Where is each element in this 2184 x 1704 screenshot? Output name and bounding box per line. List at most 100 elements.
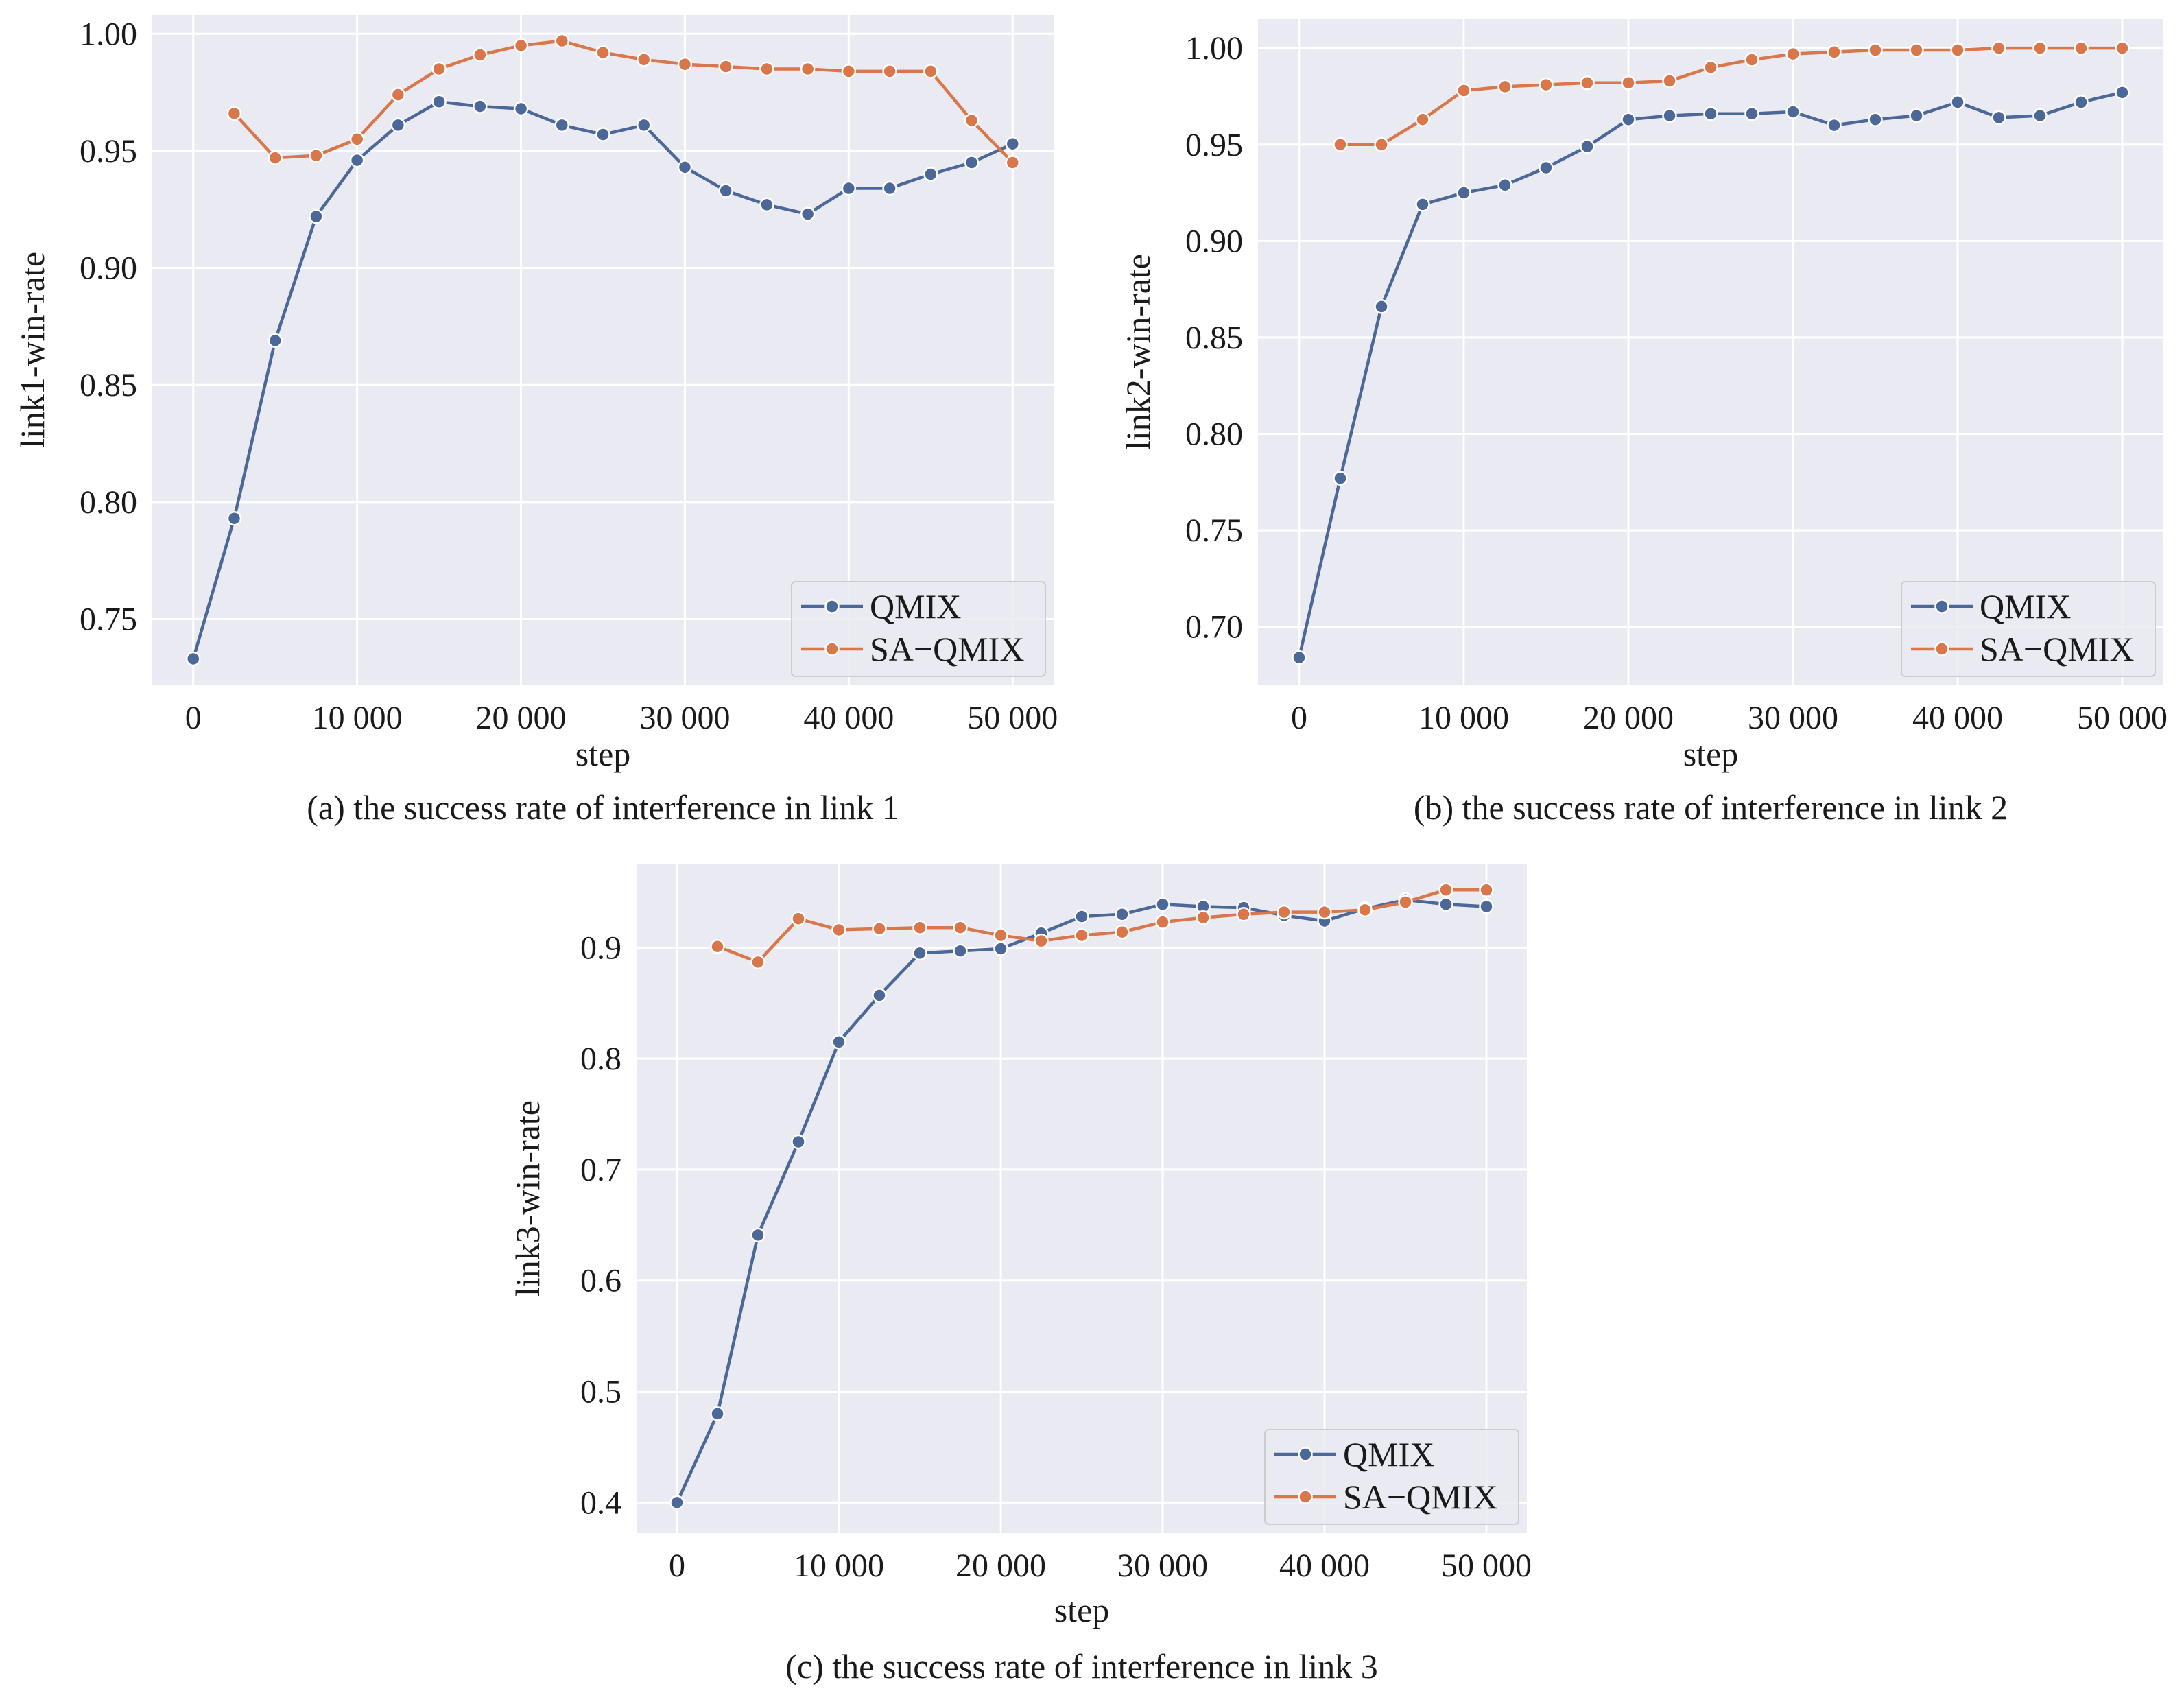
data-point [1456, 185, 1471, 200]
legend-swatch-marker [1298, 1489, 1313, 1504]
legend-label: SA−QMIX [870, 630, 1024, 668]
data-point [993, 927, 1008, 943]
plot-area [152, 15, 1054, 685]
data-point [636, 52, 652, 67]
plot-area [1258, 19, 2163, 685]
data-point [1115, 907, 1130, 922]
data-point [1744, 106, 1759, 121]
data-point [872, 921, 887, 936]
data-point [595, 45, 610, 60]
data-point [710, 938, 725, 954]
data-point [1236, 907, 1251, 922]
x-tick-label: 30 000 [1117, 1548, 1208, 1584]
series-sa-qmix [226, 33, 1021, 170]
y-tick-label: 0.80 [1185, 416, 1243, 452]
data-point [791, 911, 806, 927]
y-tick-label: 0.6 [580, 1263, 621, 1299]
data-point [1785, 46, 1801, 62]
data-point [226, 510, 242, 526]
y-tick-label: 0.95 [1185, 127, 1243, 163]
data-point [1155, 914, 1170, 930]
data-point [1539, 160, 1554, 176]
data-point [1991, 110, 2006, 126]
x-tick-label: 10 000 [312, 700, 403, 736]
data-point [882, 64, 897, 79]
data-point [1662, 108, 1677, 123]
data-point [759, 197, 774, 213]
data-point [2074, 95, 2089, 110]
data-point [554, 33, 570, 49]
x-tick-label: 0 [185, 700, 202, 736]
data-point [669, 1495, 685, 1511]
data-point [1580, 139, 1595, 154]
plot-area [637, 864, 1527, 1533]
x-axis-label: step [1054, 1591, 1110, 1629]
data-point [1438, 882, 1453, 897]
panel-caption: (c) the success rate of interference in … [785, 1647, 1377, 1685]
data-point [1827, 117, 1842, 133]
data-point [1277, 904, 1292, 920]
x-tick-label: 20 000 [476, 700, 567, 736]
x-tick-label: 10 000 [794, 1548, 884, 1584]
data-point [1196, 910, 1211, 925]
y-tick-label: 0.85 [1185, 320, 1243, 356]
data-point [1005, 136, 1021, 152]
legend: QMIX SA−QMIX [1264, 1429, 1519, 1525]
data-point [1703, 60, 1718, 75]
data-point [750, 1227, 765, 1243]
y-tick-label: 0.75 [80, 601, 137, 637]
series-qmix [185, 94, 1021, 667]
data-point [831, 1034, 846, 1050]
data-point [2032, 40, 2048, 56]
data-point [309, 209, 324, 224]
data-point [993, 941, 1008, 956]
y-tick-label: 0.70 [1185, 609, 1243, 646]
data-point [718, 59, 733, 74]
data-point [473, 99, 488, 114]
data-point [268, 150, 283, 165]
data-point [2115, 85, 2130, 100]
data-point [841, 64, 857, 79]
data-point [1155, 897, 1170, 912]
legend-swatch-marker [1934, 641, 1949, 656]
data-point [1456, 83, 1471, 98]
data-point [1909, 108, 1924, 123]
y-tick-label: 0.7 [580, 1152, 621, 1188]
data-point [2074, 40, 2089, 56]
data-point [1621, 112, 1636, 127]
x-tick-label: 40 000 [1279, 1548, 1370, 1584]
y-tick-label: 0.9 [580, 930, 621, 966]
y-tick-label: 0.90 [80, 250, 137, 287]
panel-caption: (b) the success rate of interference in … [1414, 788, 2008, 827]
data-point [1662, 73, 1677, 88]
data-point [953, 920, 968, 935]
data-point [1005, 155, 1021, 170]
data-point [268, 333, 283, 348]
data-point [872, 988, 887, 1003]
data-point [1703, 106, 1718, 121]
legend-swatch-marker [1934, 599, 1949, 614]
y-axis-label: link1-win-rate [13, 252, 51, 448]
data-point [1333, 137, 1348, 152]
data-point [1621, 75, 1636, 91]
data-point [1580, 75, 1595, 91]
data-point [1317, 904, 1332, 920]
data-point [349, 132, 365, 147]
data-point [1415, 112, 1430, 127]
data-point [431, 61, 447, 77]
data-point [791, 1134, 806, 1150]
data-point [1868, 112, 1883, 127]
legend-swatch-marker [1298, 1447, 1313, 1462]
y-tick-label: 0.80 [80, 484, 137, 521]
data-point [2032, 108, 2048, 123]
data-point [1074, 927, 1089, 943]
data-point [390, 117, 406, 133]
data-point [759, 61, 774, 77]
data-point [1074, 909, 1089, 924]
legend: QMIX SA−QMIX [1901, 581, 2156, 677]
data-point [841, 180, 857, 196]
data-point [1497, 79, 1512, 95]
data-point [1115, 924, 1130, 940]
data-point [226, 106, 242, 121]
